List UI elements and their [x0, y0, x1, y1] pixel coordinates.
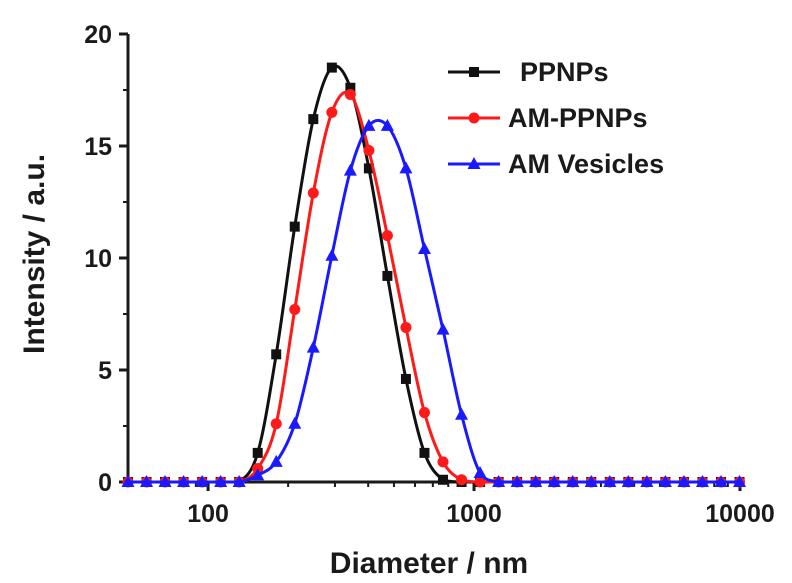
x-tick-label: 1000 — [446, 500, 502, 528]
legend-label: PPNPs — [520, 57, 609, 87]
legend-marker — [467, 157, 481, 169]
data-point — [640, 475, 654, 487]
data-point — [603, 475, 617, 487]
x-axis-ticks: 100 1000 10000 — [127, 482, 775, 528]
data-point — [363, 163, 374, 174]
data-point — [270, 418, 282, 430]
data-point — [584, 475, 598, 487]
series-line-am-vesicles — [128, 118, 740, 484]
series-am-vesicles — [121, 118, 747, 487]
data-point — [436, 322, 450, 335]
data-point — [677, 475, 691, 487]
legend-item-ppnps: PPNPs — [448, 57, 609, 87]
data-point — [419, 447, 430, 458]
y-tick-label: 0 — [98, 469, 112, 497]
data-point — [306, 340, 320, 353]
data-point — [547, 475, 561, 487]
x-axis-title: Diameter / nm — [330, 547, 528, 580]
data-point — [456, 474, 468, 486]
data-point — [343, 163, 357, 176]
data-point — [510, 475, 524, 487]
data-point — [289, 221, 300, 232]
x-tick-label: 100 — [187, 500, 229, 528]
data-point — [418, 407, 430, 419]
series-layer — [121, 62, 747, 488]
data-point — [271, 349, 282, 360]
y-axis-title: Intensity / a.u. — [18, 154, 51, 354]
data-point — [325, 248, 339, 261]
x-tick-label: 10000 — [705, 500, 775, 528]
data-point — [437, 456, 449, 468]
data-point — [326, 62, 337, 73]
y-tick-label: 15 — [84, 133, 112, 161]
legend-label: AM-PPNPs — [508, 103, 648, 133]
data-point — [381, 230, 393, 242]
legend-item-am-vesicles: AM Vesicles — [448, 149, 664, 179]
data-point — [307, 187, 319, 199]
data-point — [438, 474, 449, 485]
series-line-ppnps — [128, 64, 740, 484]
data-point — [621, 475, 635, 487]
data-point — [455, 407, 469, 420]
data-point — [195, 475, 209, 487]
data-point — [400, 373, 411, 384]
data-point — [252, 447, 263, 458]
data-point — [121, 475, 135, 487]
data-point — [400, 321, 412, 333]
legend-marker — [469, 67, 479, 77]
data-point — [158, 475, 172, 487]
data-point — [177, 475, 191, 487]
data-point — [269, 454, 283, 467]
y-tick-label: 5 — [98, 357, 112, 385]
legend-marker — [468, 112, 480, 124]
data-point — [308, 114, 319, 125]
data-point — [529, 475, 543, 487]
legend-item-am-ppnps: AM-PPNPs — [448, 103, 648, 133]
data-point — [363, 144, 375, 156]
y-tick-label: 10 — [84, 245, 112, 273]
data-point — [214, 475, 228, 487]
legend: PPNPs AM-PPNPs AM Vesicles — [448, 57, 664, 179]
series-ppnps — [123, 62, 745, 487]
data-point — [399, 161, 413, 174]
data-point — [344, 88, 356, 100]
data-point — [232, 475, 246, 487]
data-point — [140, 475, 154, 487]
data-point — [362, 118, 376, 131]
y-axis-ticks: 0 5 10 15 20 — [84, 21, 128, 497]
legend-label: AM Vesicles — [508, 149, 664, 179]
data-point — [289, 304, 301, 316]
data-point — [417, 242, 431, 255]
data-point — [658, 475, 672, 487]
data-point — [382, 270, 393, 281]
data-point — [473, 466, 487, 479]
data-point — [714, 475, 728, 487]
data-point — [326, 106, 338, 118]
data-point — [733, 475, 747, 487]
data-point — [380, 118, 394, 131]
data-point — [566, 475, 580, 487]
data-point — [695, 475, 709, 487]
data-point — [345, 82, 356, 93]
data-point — [492, 475, 506, 487]
y-tick-label: 20 — [84, 21, 112, 49]
plot-frame — [126, 34, 740, 484]
data-point — [474, 476, 486, 488]
data-point — [288, 416, 302, 429]
data-point — [251, 468, 265, 481]
